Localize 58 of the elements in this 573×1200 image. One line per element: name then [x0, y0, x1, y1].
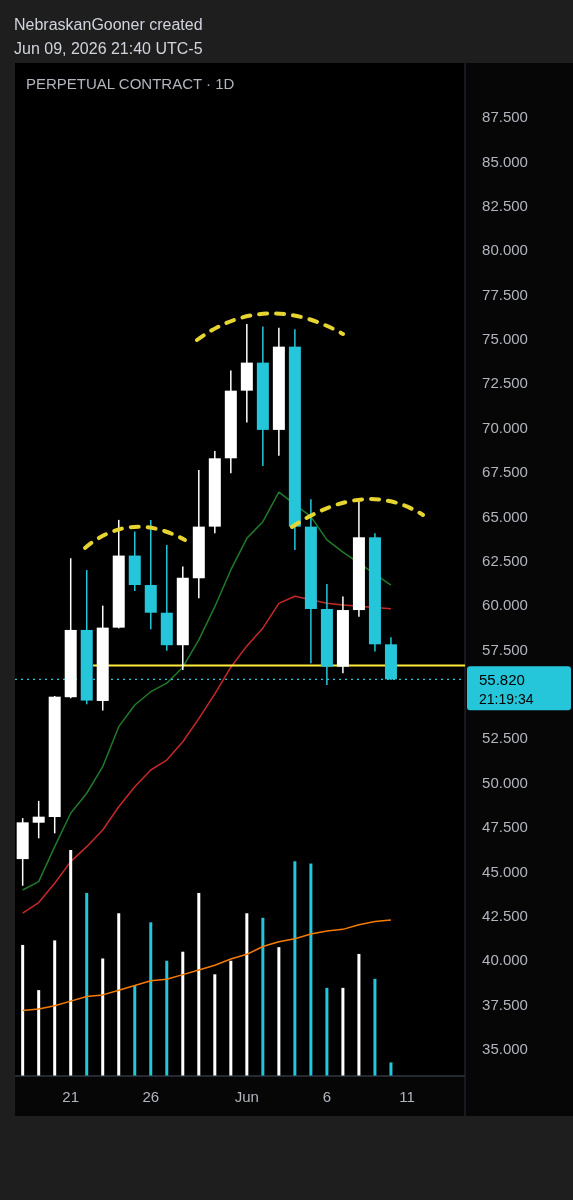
bar — [309, 863, 313, 1076]
x-tick-label: 21 — [62, 1088, 80, 1105]
bar — [325, 987, 329, 1076]
y-tick-label: 87.500 — [482, 108, 528, 126]
y-tick-label: 85.000 — [482, 152, 528, 170]
y-tick-label: 80.000 — [482, 241, 528, 259]
y-tick-label: 57.500 — [482, 640, 528, 658]
line-series — [21, 491, 392, 891]
bar — [229, 960, 233, 1076]
y-tick-label: 40.000 — [482, 951, 528, 969]
line-series — [21, 595, 392, 914]
x-tick-label: 11 — [399, 1088, 415, 1105]
bar — [213, 974, 217, 1076]
x-tick-label: 26 — [142, 1088, 160, 1105]
x-tick-label: 6 — [322, 1088, 332, 1105]
ref-line-label: 55.820 — [479, 670, 525, 688]
text: PERPETUAL CONTRACT · 1D — [26, 75, 235, 92]
y-tick-label: 77.500 — [482, 285, 528, 303]
bar — [389, 1062, 393, 1076]
y-tick-label: 42.500 — [482, 906, 528, 924]
bar — [293, 861, 297, 1076]
bar — [341, 987, 345, 1076]
text: Jun 09, 2026 21:40 UTC-5 — [14, 40, 203, 57]
y-tick-label: 62.500 — [482, 551, 528, 569]
bar — [53, 940, 57, 1076]
bar — [37, 990, 41, 1076]
y-tick-label: 50.000 — [482, 773, 528, 791]
bar — [21, 944, 25, 1076]
y-tick-label: 70.000 — [482, 418, 528, 436]
y-tick-label: 45.000 — [482, 862, 528, 880]
bar — [133, 985, 137, 1076]
y-tick-label: 67.500 — [482, 463, 528, 481]
y-tick-label: 47.500 — [482, 818, 528, 836]
y-tick-label: 65.000 — [482, 507, 528, 525]
text: 21:19:34 — [479, 691, 534, 708]
bar — [245, 913, 249, 1076]
bar — [165, 960, 169, 1076]
y-tick-label: 52.500 — [482, 729, 528, 747]
candlestick — [32, 800, 45, 840]
y-tick-label: 60.000 — [482, 596, 528, 614]
bar — [69, 850, 73, 1076]
y-tick-label: 37.500 — [482, 995, 528, 1013]
bar — [373, 978, 377, 1076]
bar — [149, 922, 153, 1076]
bar — [85, 892, 89, 1076]
bar — [261, 917, 265, 1076]
y-tick-label: 75.000 — [482, 330, 528, 348]
bar — [277, 947, 281, 1076]
bar — [101, 958, 105, 1076]
text: NebraskanGooner created — [14, 16, 203, 33]
x-tick-label: Jun — [234, 1088, 259, 1105]
bar — [197, 892, 201, 1076]
bar — [357, 953, 361, 1076]
bar — [181, 951, 185, 1076]
y-tick-label: 72.500 — [482, 374, 528, 392]
y-tick-label: 82.500 — [482, 196, 528, 214]
y-tick-label: 35.000 — [482, 1040, 528, 1058]
bar — [117, 913, 121, 1076]
